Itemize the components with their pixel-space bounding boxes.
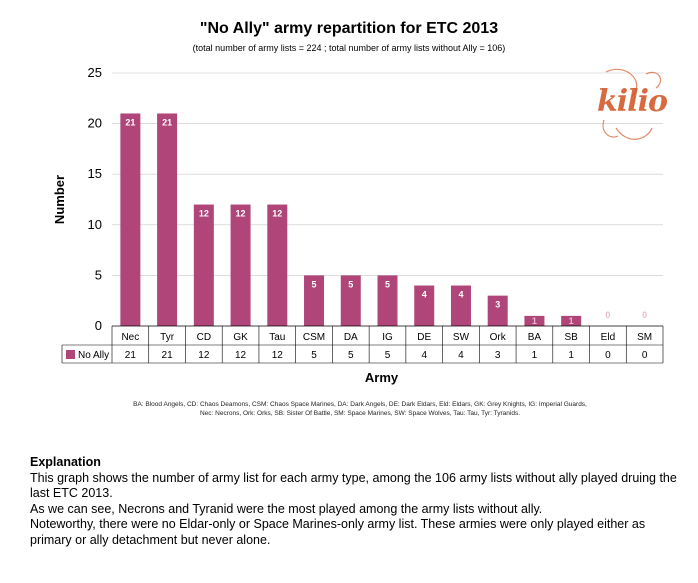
x-tick-label: BA [528, 332, 542, 343]
table-value: 12 [235, 350, 247, 361]
data-label: 5 [385, 279, 390, 289]
data-label: 5 [312, 279, 317, 289]
abbreviation-line: BA: Blood Angels, CD: Chaos Deamons, CSM… [133, 401, 587, 408]
bar [377, 275, 398, 326]
data-label: 21 [162, 117, 172, 127]
x-tick-label: Ork [490, 332, 507, 343]
table-value: 12 [272, 350, 284, 361]
bar [157, 113, 178, 326]
data-label: 4 [422, 290, 427, 300]
y-tick-label: 20 [88, 116, 102, 131]
chart-subtitle: (total number of army lists = 224 ; tota… [192, 43, 506, 53]
table-value: 3 [495, 350, 501, 361]
table-value: 4 [421, 350, 427, 361]
abbreviation-line: Nec: Necrons, Ork: Orks, SB: Sister Of B… [199, 410, 521, 417]
y-tick-label: 25 [88, 65, 102, 80]
table-value: 5 [385, 350, 391, 361]
data-label: 21 [125, 117, 135, 127]
table-value: 0 [642, 350, 648, 361]
y-tick-label: 15 [88, 166, 102, 181]
table-value: 1 [568, 350, 574, 361]
x-axis-label: Army [365, 370, 399, 385]
table-value: 5 [311, 350, 317, 361]
kilio-logo: kilio [596, 62, 668, 148]
table-value: 21 [125, 350, 137, 361]
x-tick-label: IG [382, 332, 393, 343]
data-label: 4 [458, 290, 463, 300]
explanation-line: This graph shows the number of army list… [30, 470, 677, 501]
bar [267, 204, 288, 326]
data-label: 12 [272, 209, 282, 219]
x-tick-label: DE [417, 332, 431, 343]
data-label: 0 [605, 310, 610, 320]
bar [414, 285, 435, 326]
x-tick-label: Tau [269, 332, 285, 343]
bar [230, 204, 251, 326]
x-tick-label: DA [344, 332, 358, 343]
data-label: 1 [532, 316, 537, 326]
x-tick-label: Nec [121, 332, 139, 343]
y-tick-label: 5 [95, 267, 102, 282]
explanation-section: Explanation This graph shows the number … [30, 455, 685, 548]
y-axis-label: Number [52, 175, 67, 224]
x-tick-label: Eld [601, 332, 615, 343]
data-label: 5 [348, 279, 353, 289]
bar [561, 315, 582, 326]
table-value: 21 [162, 350, 174, 361]
x-tick-label: GK [233, 332, 248, 343]
y-tick-label: 0 [95, 318, 102, 333]
bar [120, 113, 141, 326]
legend-swatch [66, 350, 75, 359]
bar [340, 275, 361, 326]
data-label: 0 [642, 310, 647, 320]
explanation-line: Noteworthy, there were no Eldar-only or … [30, 517, 646, 547]
x-tick-label: Tyr [160, 332, 175, 343]
data-label: 3 [495, 300, 500, 310]
explanation-line: As we can see, Necrons and Tyranid were … [30, 501, 543, 516]
explanation-heading: Explanation [30, 455, 101, 469]
bar [304, 275, 325, 326]
x-tick-label: SM [637, 332, 652, 343]
bar [450, 285, 471, 326]
table-value: 12 [198, 350, 210, 361]
x-tick-label: CSM [303, 332, 325, 343]
y-tick-label: 10 [88, 217, 102, 232]
legend-label: No Ally [78, 350, 109, 361]
table-value: 5 [348, 350, 354, 361]
data-label: 12 [199, 209, 209, 219]
x-tick-label: CD [197, 332, 211, 343]
x-tick-label: SW [453, 332, 470, 343]
x-tick-label: SB [564, 332, 578, 343]
table-value: 4 [458, 350, 464, 361]
bar [524, 315, 545, 326]
abbreviation-notes: BA: Blood Angels, CD: Chaos Deamons, CSM… [90, 400, 630, 418]
logo-text: kilio [597, 84, 668, 119]
data-label: 1 [569, 316, 574, 326]
data-label: 12 [236, 209, 246, 219]
bar [487, 295, 508, 326]
table-value: 0 [605, 350, 611, 361]
bar [193, 204, 214, 326]
logo-swirl-icon [602, 68, 661, 140]
chart-title: "No Ally" army repartition for ETC 2013 [199, 20, 499, 37]
table-value: 1 [532, 350, 538, 361]
